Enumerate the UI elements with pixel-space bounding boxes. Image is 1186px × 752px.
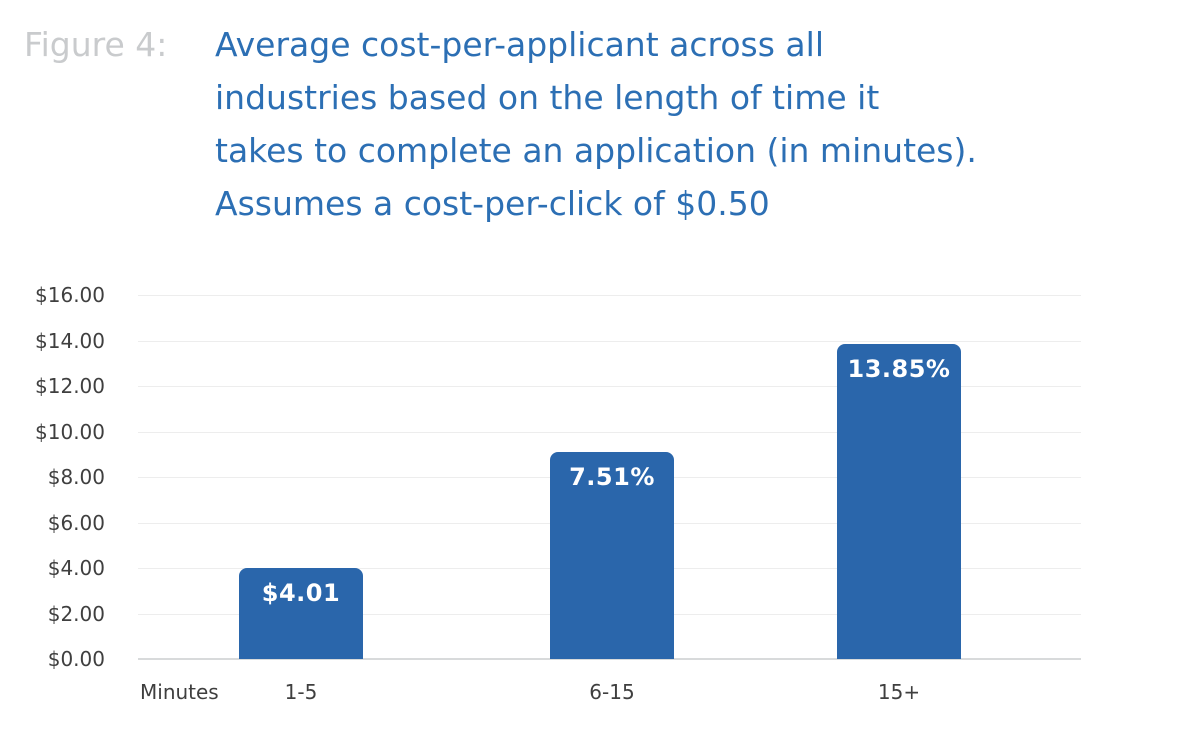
x-axis-tick-label: 1-5 xyxy=(284,680,318,704)
x-axis-baseline xyxy=(138,658,1081,660)
y-axis-tick-label: $6.00 xyxy=(47,510,105,535)
gridline xyxy=(138,431,1081,433)
y-axis-tick-label: $12.00 xyxy=(35,374,105,398)
bar-1-5: $4.01 xyxy=(239,567,363,659)
gridline xyxy=(138,386,1081,387)
x-axis-unit-label: Minutes xyxy=(140,680,219,704)
x-axis-tick-label: 15+ xyxy=(877,680,921,704)
title-line: industries based on the length of time i… xyxy=(215,78,880,117)
x-axis-tick-label: 6-15 xyxy=(589,680,635,704)
title-line: takes to complete an application (in min… xyxy=(215,131,977,170)
y-axis-tick-label: $10.00 xyxy=(35,419,105,444)
bar-15+: 13.85% xyxy=(837,343,961,659)
y-axis-tick-label: $8.00 xyxy=(47,465,105,489)
bar-value-label: $4.01 xyxy=(261,578,341,607)
gridline xyxy=(138,340,1081,342)
figure-title: Figure 4: Average cost-per-applicant acr… xyxy=(24,18,977,230)
y-axis-tick-label: $16.00 xyxy=(35,283,105,307)
bar-value-label: 7.51% xyxy=(569,462,655,491)
figure-number-label: Figure 4: xyxy=(24,25,168,64)
bar-6-15: 7.51% xyxy=(550,451,674,659)
y-axis-tick-label: $2.00 xyxy=(47,601,105,626)
y-axis-tick-label: $4.00 xyxy=(47,556,105,580)
bar-value-label: 13.85% xyxy=(847,354,951,383)
title-line: Average cost-per-applicant across all xyxy=(215,25,824,64)
y-axis-tick-label: $0.00 xyxy=(47,647,105,671)
figure-title-text: Average cost-per-applicant across all in… xyxy=(215,18,977,230)
y-axis-tick-label: $14.00 xyxy=(35,328,105,353)
gridline xyxy=(138,295,1081,296)
title-line: Assumes a cost-per-click of $0.50 xyxy=(215,184,770,223)
